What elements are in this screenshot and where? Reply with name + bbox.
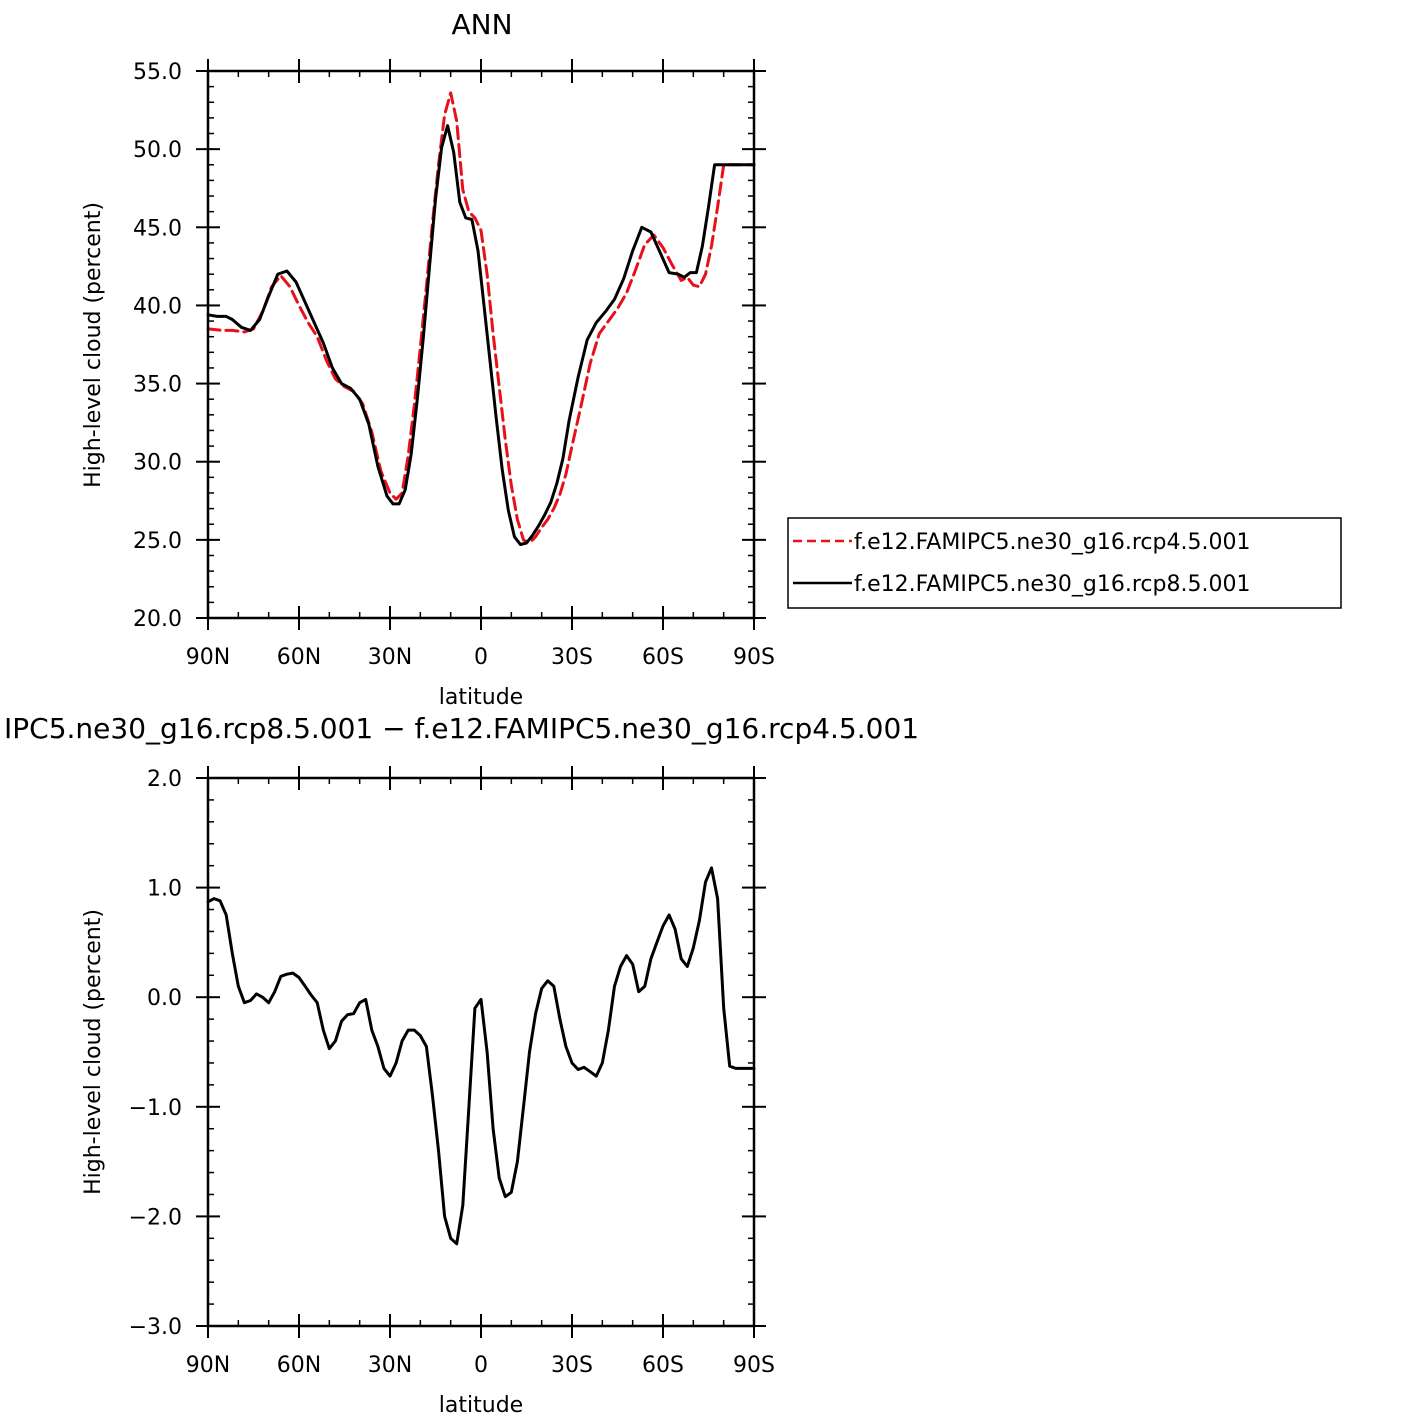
series-line-0 [206, 866, 756, 1246]
bottom-chart-frame [206, 776, 756, 1328]
bottom-chart-xlabel: latitude [439, 1393, 523, 1418]
x-tick-label: 0 [474, 1353, 488, 1378]
x-tick-label: 90N [186, 1353, 230, 1378]
bottom-chart-ticks: 90N 60N 30N 0 30S 60S 90S −3.0 −2.0 −1.0 0.0 1.0 2.0 [129, 766, 775, 1378]
y-tick-label: −3.0 [129, 1315, 182, 1340]
x-tick-label: 30S [551, 645, 593, 670]
series-line-1 [206, 124, 756, 546]
y-tick-label: −1.0 [129, 1096, 182, 1121]
y-tick-label: 2.0 [147, 767, 182, 792]
x-tick-label: 60N [277, 645, 321, 670]
legend-label-rcp85: f.e12.FAMIPC5.ne30_g16.rcp8.5.001 [854, 572, 1250, 597]
legend-box [787, 517, 1342, 609]
x-tick-label: 60S [642, 1353, 684, 1378]
series-line-0 [206, 91, 756, 545]
top-chart-panel: ANN 90N 60N 30N 0 30S 60S 90S 20.0 25.0 30.0 35.0 4… [81, 8, 1342, 710]
y-tick-label: 35.0 [133, 373, 182, 398]
legend: f.e12.FAMIPC5.ne30_g16.rcp4.5.001 f.e12.… [787, 517, 1342, 609]
bottom-chart-title: IPC5.ne30_g16.rcp8.5.001 − f.e12.FAMIPC5… [4, 712, 919, 745]
y-tick-label: 45.0 [133, 216, 182, 241]
top-chart-xlabel: latitude [439, 685, 523, 710]
y-tick-label: 1.0 [147, 877, 182, 902]
bottom-chart-ylabel: High-level cloud (percent) [81, 909, 106, 1195]
x-tick-label: 0 [474, 645, 488, 670]
bottom-chart-panel: IPC5.ne30_g16.rcp8.5.001 − f.e12.FAMIPC5… [4, 712, 919, 1418]
top-chart-series [206, 91, 756, 546]
y-tick-label: 30.0 [133, 451, 182, 476]
x-tick-label: 90S [733, 1353, 775, 1378]
top-chart-title: ANN [451, 8, 512, 41]
y-tick-label: 40.0 [133, 294, 182, 319]
x-tick-label: 60N [277, 1353, 321, 1378]
top-chart-frame [206, 69, 756, 620]
top-chart-ylabel: High-level cloud (percent) [81, 202, 106, 488]
x-tick-label: 90S [733, 645, 775, 670]
y-tick-label: 25.0 [133, 529, 182, 554]
x-tick-label: 30N [368, 1353, 412, 1378]
y-tick-label: −2.0 [129, 1205, 182, 1230]
x-tick-label: 90N [186, 645, 230, 670]
bottom-chart-series [206, 866, 756, 1246]
y-tick-label: 55.0 [133, 60, 182, 85]
y-tick-label: 20.0 [133, 607, 182, 632]
legend-label-rcp45: f.e12.FAMIPC5.ne30_g16.rcp4.5.001 [854, 530, 1250, 555]
x-tick-label: 60S [642, 645, 684, 670]
x-tick-label: 30S [551, 1353, 593, 1378]
y-tick-label: 0.0 [147, 986, 182, 1011]
x-tick-label: 30N [368, 645, 412, 670]
y-tick-label: 50.0 [133, 138, 182, 163]
